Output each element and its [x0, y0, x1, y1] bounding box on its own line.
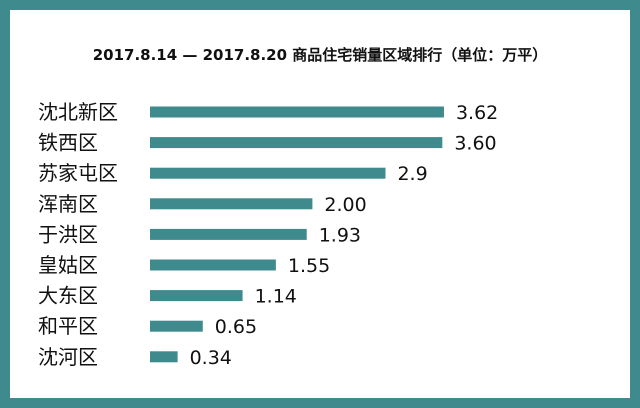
value-label: 1.93	[319, 224, 361, 246]
category-label: 铁西区	[38, 131, 98, 155]
category-label: 沈河区	[38, 345, 98, 369]
category-label: 浑南区	[38, 192, 98, 216]
category-label: 苏家屯区	[38, 161, 118, 185]
bar	[150, 137, 443, 149]
bar	[150, 228, 307, 240]
value-label: 0.65	[215, 316, 257, 338]
bar	[150, 167, 386, 179]
value-label: 0.34	[190, 347, 232, 369]
bar	[150, 320, 203, 332]
value-label: 2.00	[324, 194, 366, 216]
category-label: 皇姑区	[38, 253, 98, 277]
chart-title: 2017.8.14 — 2017.8.20 商品住宅销量区域排行（单位：万平）	[92, 46, 548, 64]
category-label: 于洪区	[38, 222, 98, 246]
bar	[150, 259, 276, 271]
category-label: 大东区	[38, 284, 98, 308]
bar	[150, 106, 444, 118]
bar	[150, 198, 313, 210]
category-label: 和平区	[38, 314, 98, 338]
value-label: 1.55	[288, 255, 330, 277]
value-label: 3.62	[456, 102, 498, 124]
bar	[150, 290, 243, 302]
value-label: 2.9	[397, 163, 427, 185]
value-label: 1.14	[255, 286, 297, 308]
category-label: 沈北新区	[38, 100, 118, 124]
bar	[150, 351, 178, 363]
value-label: 3.60	[454, 133, 496, 155]
